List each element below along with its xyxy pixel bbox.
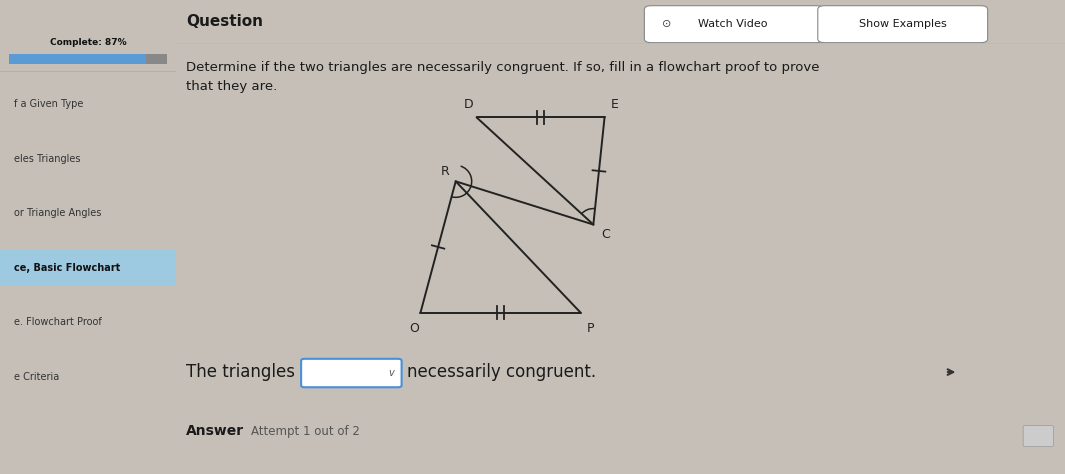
Text: v: v [388, 368, 394, 378]
Text: Watch Video: Watch Video [698, 19, 767, 29]
Text: e. Flowchart Proof: e. Flowchart Proof [14, 317, 102, 328]
FancyBboxPatch shape [301, 359, 402, 387]
Text: or Triangle Angles: or Triangle Angles [14, 208, 101, 219]
Text: f a Given Type: f a Given Type [14, 99, 83, 109]
Text: Determine if the two triangles are necessarily congruent. If so, fill in a flowc: Determine if the two triangles are neces… [186, 61, 820, 74]
Text: Complete: 87%: Complete: 87% [50, 38, 126, 47]
FancyBboxPatch shape [1023, 426, 1053, 447]
Text: P: P [587, 322, 594, 335]
FancyBboxPatch shape [644, 6, 823, 43]
Bar [9, 54, 167, 64]
Text: E: E [611, 98, 619, 111]
Text: C: C [602, 228, 610, 241]
Text: Show Examples: Show Examples [859, 19, 947, 29]
Text: e Criteria: e Criteria [14, 372, 60, 382]
Text: The triangles: The triangles [186, 363, 295, 381]
Text: R: R [441, 165, 449, 178]
Text: ce, Basic Flowchart: ce, Basic Flowchart [14, 263, 120, 273]
FancyBboxPatch shape [818, 6, 987, 43]
Text: necessarily congruent.: necessarily congruent. [407, 363, 596, 381]
Bar [0, 250, 176, 286]
Text: O: O [409, 322, 419, 335]
Text: D: D [463, 98, 473, 111]
Text: Question: Question [186, 14, 263, 29]
Text: ⊙: ⊙ [662, 19, 672, 29]
Text: Answer: Answer [186, 424, 245, 438]
Bar [9, 54, 146, 64]
Text: eles Triangles: eles Triangles [14, 154, 81, 164]
Text: that they are.: that they are. [186, 80, 278, 93]
Text: Attempt 1 out of 2: Attempt 1 out of 2 [251, 425, 360, 438]
